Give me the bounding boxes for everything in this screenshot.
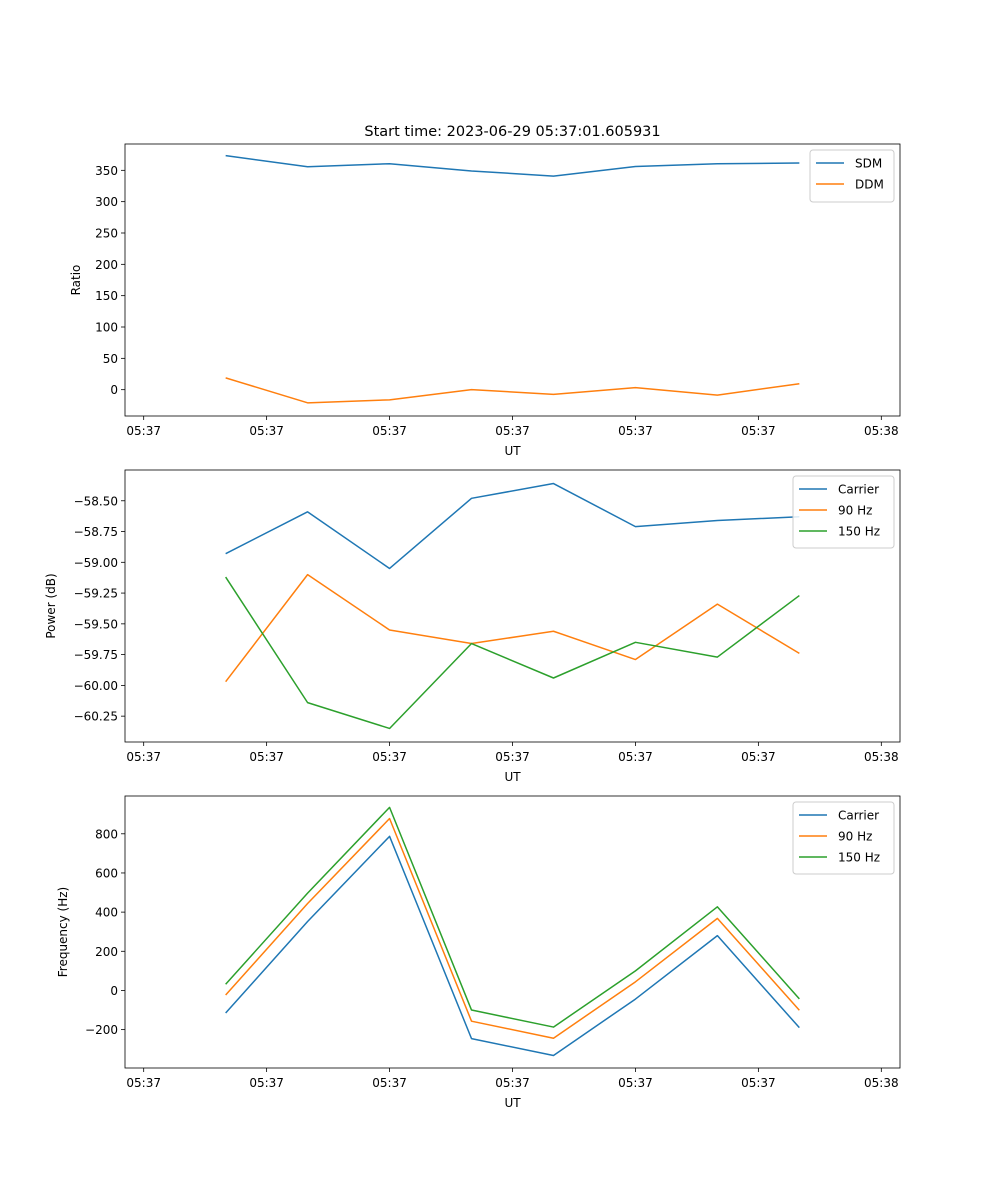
legend: Carrier 90 Hz 150 Hz (792, 475, 895, 549)
legend-label: DDM (855, 178, 884, 192)
series-line (225, 377, 800, 404)
plot-3: 05:37 05:37 05:37 05:37 05:37 05:37 05:38 −200 0… (56, 795, 901, 1110)
x-axis-label: UT (504, 1096, 521, 1110)
y-tick-label: 400 (95, 906, 118, 920)
x-tick-label: 05:37 (372, 750, 407, 764)
x-tick-label: 05:37 (126, 1076, 161, 1090)
series-line (225, 573, 800, 683)
legend-box (792, 801, 895, 875)
x-tick-label: 05:37 (126, 750, 161, 764)
y-axis-label: Ratio (69, 265, 83, 296)
y-tick-label: 800 (95, 827, 118, 841)
legend-label: Carrier (838, 483, 879, 497)
legend: Carrier 90 Hz 150 Hz (792, 801, 895, 875)
x-tick-label: 05:37 (741, 750, 776, 764)
y-tick-label: −59.50 (74, 617, 118, 631)
y-tick-label: 350 (95, 164, 118, 178)
plot-1: 05:37 05:37 05:37 05:37 05:37 05:37 05:38 0 50 10… (69, 143, 901, 458)
legend-label: 90 Hz (838, 504, 872, 518)
x-tick-label: 05:37 (249, 750, 284, 764)
y-tick-label: 0 (110, 984, 118, 998)
y-tick-label: −200 (85, 1023, 118, 1037)
x-tick-label: 05:37 (372, 1076, 407, 1090)
y-tick-label: −59.00 (74, 556, 118, 570)
y-tick-label: −58.50 (74, 494, 118, 508)
plots-layer: 05:37 05:37 05:37 05:37 05:37 05:37 05:38 0 50 10… (44, 143, 901, 1110)
y-axis-label: Power (dB) (44, 573, 58, 638)
y-axis-label: Frequency (Hz) (56, 887, 70, 978)
legend: SDM DDM (809, 149, 895, 203)
x-tick-label: 05:37 (126, 424, 161, 438)
series-line (225, 817, 800, 1039)
y-tick-label: 200 (95, 945, 118, 959)
x-tick-label: 05:38 (864, 750, 899, 764)
legend-label: 90 Hz (838, 830, 872, 844)
figure-title: Start time: 2023-06-29 05:37:01.605931 (364, 124, 660, 140)
x-tick-label: 05:37 (495, 1076, 530, 1090)
y-tick-label: 200 (95, 258, 118, 272)
plot-2: 05:37 05:37 05:37 05:37 05:37 05:37 05:38 −60.2… (44, 469, 901, 784)
y-tick-label: 50 (103, 352, 118, 366)
x-tick-label: 05:37 (618, 1076, 653, 1090)
x-tick-label: 05:37 (495, 750, 530, 764)
x-tick-label: 05:37 (741, 1076, 776, 1090)
y-tick-label: 100 (95, 321, 118, 335)
x-tick-label: 05:37 (741, 424, 776, 438)
legend-label: Carrier (838, 809, 879, 823)
y-tick-label: 150 (95, 289, 118, 303)
x-tick-label: 05:37 (249, 1076, 284, 1090)
x-tick-label: 05:37 (618, 424, 653, 438)
x-tick-label: 05:37 (372, 424, 407, 438)
legend-box (792, 475, 895, 549)
x-tick-label: 05:37 (495, 424, 530, 438)
series-line (225, 154, 800, 177)
series-line (225, 806, 800, 1028)
y-tick-label: −58.75 (74, 525, 118, 539)
x-tick-label: 05:38 (864, 424, 899, 438)
legend-label: 150 Hz (838, 525, 880, 539)
series-line (225, 576, 800, 730)
y-tick-label: 0 (110, 383, 118, 397)
y-tick-label: −60.00 (74, 679, 118, 693)
y-tick-label: −60.25 (74, 710, 118, 724)
x-tick-label: 05:38 (864, 1076, 899, 1090)
x-axis-label: UT (504, 444, 521, 458)
x-axis-label: UT (504, 770, 521, 784)
y-tick-label: −59.25 (74, 587, 118, 601)
series-line (225, 835, 800, 1057)
y-tick-label: 300 (95, 195, 118, 209)
y-tick-label: 600 (95, 866, 118, 880)
x-tick-label: 05:37 (249, 424, 284, 438)
x-tick-label: 05:37 (618, 750, 653, 764)
y-tick-label: −59.75 (74, 648, 118, 662)
y-tick-label: 250 (95, 226, 118, 240)
legend-label: 150 Hz (838, 851, 880, 865)
legend-label: SDM (855, 157, 882, 171)
series-line (225, 482, 800, 570)
